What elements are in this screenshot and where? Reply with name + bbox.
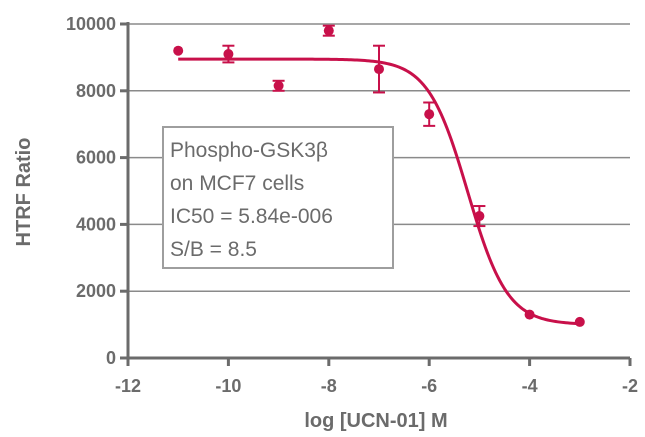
annotation-line-4: S/B = 8.5 — [170, 238, 257, 261]
annotation-line-2: on MCF7 cells — [170, 172, 304, 195]
data-point-6 — [474, 211, 485, 222]
data-point-2 — [273, 80, 284, 91]
y-tick-label-4: 8000 — [76, 81, 116, 101]
x-tick-label-3: -6 — [421, 376, 437, 396]
x-axis-ticks: -12 -10 -8 -6 -4 -2 — [115, 358, 638, 396]
data-point-0 — [173, 45, 184, 56]
y-tick-label-3: 6000 — [76, 148, 116, 168]
annotation-line-3: IC50 = 5.84e-006 — [170, 205, 333, 228]
y-tick-label-2: 4000 — [76, 214, 116, 234]
data-point-1 — [223, 49, 234, 60]
x-tick-label-4: -4 — [522, 376, 538, 396]
annotation-line-1: Phospho-GSK3β — [170, 139, 328, 162]
x-tick-label-0: -12 — [115, 376, 141, 396]
data-point-7 — [524, 309, 535, 320]
x-tick-label-1: -10 — [215, 376, 241, 396]
data-point-5 — [424, 109, 435, 120]
data-point-8 — [574, 316, 585, 327]
y-axis-ticks: 0 2000 4000 6000 8000 10000 — [66, 14, 128, 368]
x-tick-label-2: -8 — [321, 376, 337, 396]
y-tick-label-1: 2000 — [76, 281, 116, 301]
annotation-box: Phospho-GSK3β on MCF7 cells IC50 = 5.84e… — [162, 126, 394, 269]
data-point-4 — [374, 64, 384, 75]
plot-area — [173, 24, 585, 327]
y-tick-label-0: 0 — [106, 348, 116, 368]
y-tick-label-5: 10000 — [66, 14, 116, 34]
x-axis-title: log [UCN-01] M — [304, 410, 447, 432]
data-point-3 — [323, 25, 334, 36]
axes — [126, 22, 630, 360]
x-tick-label-5: -2 — [622, 376, 638, 396]
y-axis-title: HTRF Ratio — [13, 138, 35, 247]
